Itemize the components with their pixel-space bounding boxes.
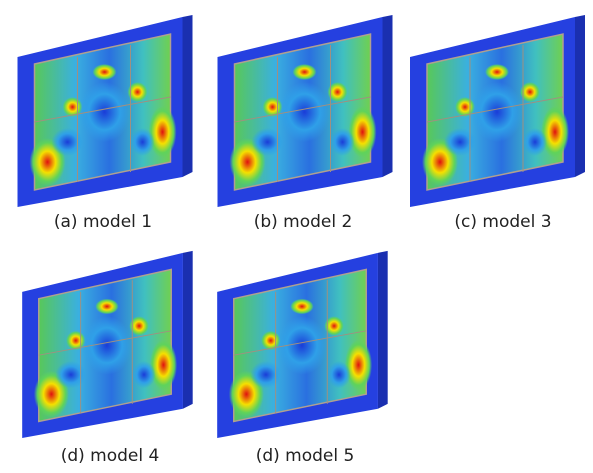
- contour-image: [410, 15, 585, 207]
- caption: (d) model 4: [61, 446, 160, 466]
- figure: (a) model 1 (b) model 2 (c) model 3 (d) …: [0, 0, 593, 469]
- contour-image: [217, 251, 388, 438]
- caption: (a) model 1: [54, 212, 152, 232]
- caption: (d) model 5: [256, 446, 355, 466]
- caption: (c) model 3: [454, 212, 551, 232]
- contour-image: [218, 15, 393, 207]
- contour-image: [22, 251, 193, 438]
- caption: (b) model 2: [254, 212, 353, 232]
- contour-image: [18, 15, 193, 207]
